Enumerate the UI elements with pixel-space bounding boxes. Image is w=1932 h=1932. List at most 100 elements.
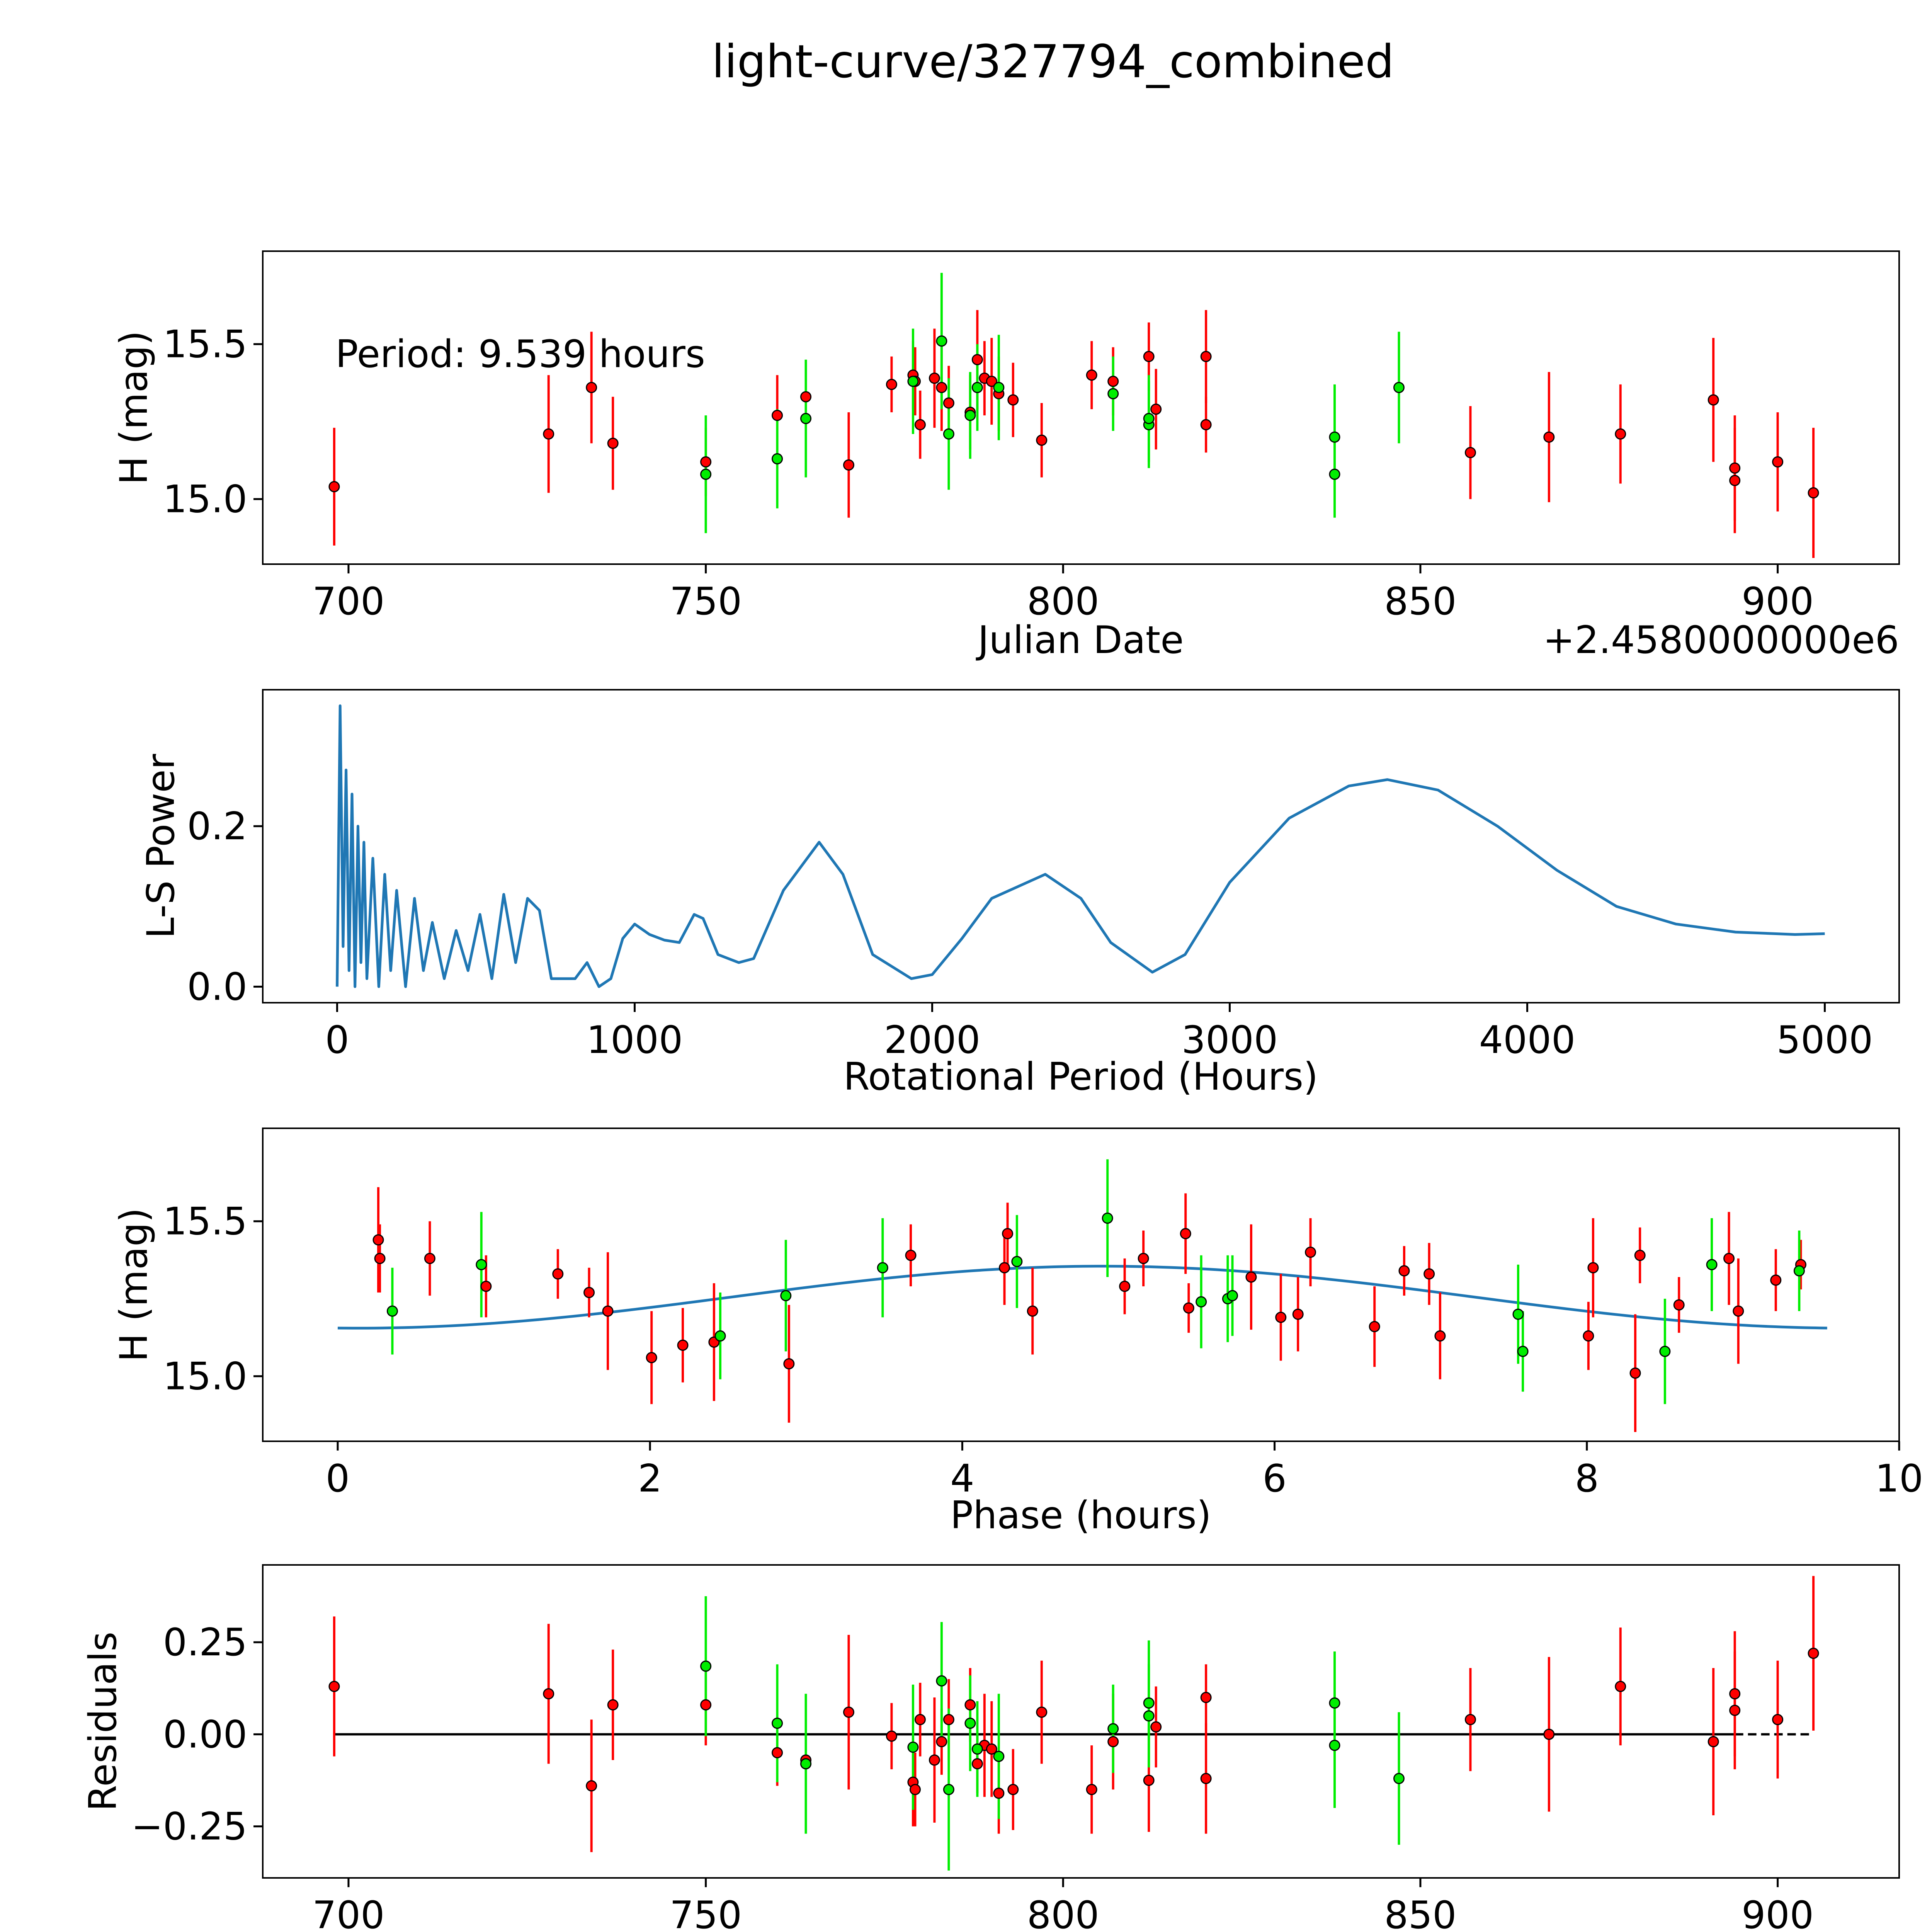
green-data-point	[772, 1718, 783, 1729]
green-data-point	[1329, 1740, 1340, 1751]
green-data-point	[993, 1751, 1005, 1762]
red-data-point	[1772, 1714, 1784, 1725]
red-data-point	[1673, 1299, 1685, 1311]
green-data-point	[1143, 1697, 1155, 1709]
panel2-ylabel: H (mag)	[112, 1208, 156, 1362]
red-data-point	[800, 391, 812, 403]
green-data-point	[1107, 1723, 1119, 1735]
red-data-point	[843, 1706, 854, 1718]
x-tick-label: 750	[670, 1893, 742, 1932]
red-data-point	[1007, 394, 1019, 406]
red-data-point	[583, 1287, 595, 1298]
panel1-ylabel: L-S Power	[139, 753, 183, 939]
red-data-point	[1119, 1281, 1131, 1292]
green-data-point	[971, 382, 983, 393]
x-tick-label: 800	[1027, 580, 1099, 624]
red-data-point	[886, 1730, 897, 1742]
red-data-point	[700, 456, 712, 468]
red-data-point	[936, 382, 947, 393]
red-data-point	[1723, 1253, 1735, 1264]
green-data-point	[1107, 388, 1119, 400]
red-data-point	[929, 1754, 940, 1766]
red-data-point	[1107, 376, 1119, 387]
red-data-point	[602, 1305, 614, 1317]
green-data-point	[1011, 1256, 1023, 1267]
red-data-point	[1007, 1784, 1019, 1795]
red-data-point	[1180, 1228, 1191, 1240]
red-data-point	[1086, 1784, 1097, 1795]
green-data-point	[877, 1262, 888, 1274]
x-tick-label: 900	[1742, 1893, 1814, 1932]
axes-frame	[262, 689, 1900, 1003]
green-data-point	[1393, 382, 1405, 393]
x-tick-label: 0	[326, 1457, 350, 1501]
red-data-point	[998, 1262, 1010, 1274]
red-data-point	[1200, 419, 1212, 430]
green-data-point	[1143, 413, 1155, 424]
x-tick-label: 2000	[884, 1018, 980, 1062]
x-tick-label: 0	[325, 1018, 349, 1062]
red-data-point	[783, 1358, 795, 1370]
red-data-point	[1143, 351, 1155, 362]
green-data-point	[1329, 468, 1340, 480]
red-data-point	[1634, 1250, 1646, 1261]
green-data-point	[936, 1675, 947, 1687]
y-tick-label: 15.5	[163, 323, 247, 367]
x-tick-label: 700	[312, 580, 384, 624]
red-data-point	[971, 1758, 983, 1770]
red-data-point	[1143, 1774, 1155, 1786]
x-tick-label: 850	[1384, 1893, 1456, 1932]
green-data-point	[1512, 1308, 1524, 1320]
green-data-point	[1329, 431, 1340, 443]
red-data-point	[1027, 1305, 1038, 1317]
green-data-point	[1102, 1213, 1113, 1224]
red-data-point	[1615, 1680, 1626, 1692]
green-data-point	[964, 410, 976, 421]
x-tick-label: 5000	[1777, 1018, 1873, 1062]
y-tick-label: 0.25	[163, 1621, 247, 1665]
x-tick-label: 750	[670, 580, 742, 624]
red-data-point	[936, 1736, 947, 1747]
green-data-point	[943, 428, 954, 440]
red-data-point	[1150, 1721, 1162, 1733]
red-data-point	[328, 1680, 340, 1692]
y-tick-label: 0.00	[163, 1713, 247, 1757]
red-data-point	[943, 397, 954, 409]
green-data-point	[907, 376, 919, 387]
x-tick-label: 6	[1262, 1457, 1286, 1501]
red-data-point	[1733, 1305, 1744, 1317]
red-data-point	[1629, 1367, 1641, 1379]
red-data-point	[1729, 1688, 1741, 1700]
red-data-point	[374, 1253, 386, 1264]
periodogram-line	[336, 704, 1825, 988]
x-tick-label: 8	[1575, 1457, 1599, 1501]
red-data-point	[1002, 1228, 1014, 1240]
red-data-point	[1086, 369, 1097, 381]
red-data-point	[914, 419, 926, 430]
green-data-point	[1329, 1697, 1340, 1709]
red-data-point	[372, 1234, 384, 1246]
red-data-point	[607, 437, 619, 449]
red-data-point	[1770, 1274, 1782, 1286]
panel3-xlabel: Julian Date	[975, 1930, 1184, 1932]
red-data-point	[677, 1339, 689, 1351]
green-data-point	[1196, 1296, 1207, 1308]
red-data-point	[1292, 1308, 1304, 1320]
panel1-xlabel: Rotational Period (Hours)	[844, 1055, 1318, 1099]
red-data-point	[552, 1268, 564, 1280]
panel0-ylabel: H (mag)	[112, 330, 156, 485]
red-data-point	[1615, 428, 1626, 440]
y-tick-label: 15.0	[163, 478, 247, 522]
green-data-point	[936, 335, 947, 347]
red-data-point	[480, 1281, 492, 1292]
red-data-point	[1708, 394, 1719, 406]
x-tick-label: 850	[1384, 580, 1456, 624]
red-data-point	[1305, 1247, 1316, 1258]
red-data-point	[1729, 462, 1741, 474]
green-data-point	[1226, 1290, 1238, 1301]
x-tick-label: 3000	[1182, 1018, 1278, 1062]
y-tick-label: 15.0	[163, 1355, 247, 1399]
red-data-point	[586, 1780, 597, 1792]
red-data-point	[909, 1784, 921, 1795]
